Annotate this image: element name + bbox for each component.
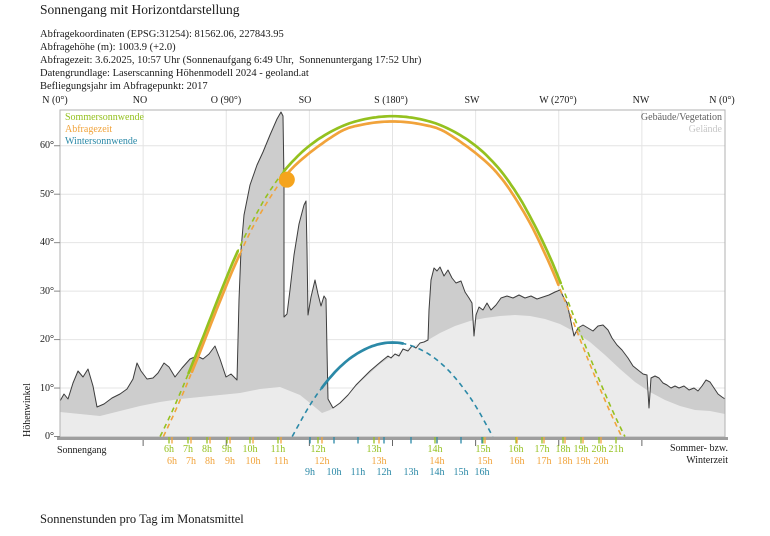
info-line-flightyear: Befliegungsjahr im Abfragepunkt: 2017 (40, 81, 208, 92)
time-axis-right-label-2: Winterzeit (686, 455, 728, 466)
y-tick-label: 10° (40, 382, 54, 394)
legend-label-gebaeude-vegetation: Gebäude/Vegetation (640, 112, 722, 123)
time-label-wintersonnwende-zeiten: 10h (326, 467, 342, 478)
time-label-sommersonnwende-zeiten: 16h (508, 444, 524, 455)
time-label-abfragezeit-zeiten: 8h (205, 455, 215, 467)
current-sun-position-marker (278, 171, 295, 188)
info-line-coordinates: Abfragekoordinaten (EPSG:31254): 81562.0… (40, 29, 284, 40)
time-label-sommersonnwende-zeiten: 18h (555, 444, 571, 455)
compass-label: NW (632, 95, 650, 106)
legend-label-wintersonnwende: Wintersonnwende (65, 136, 138, 147)
legend-label-abfragezeit: Abfragezeit (65, 124, 113, 135)
time-label-abfragezeit-zeiten: 6h (167, 455, 177, 467)
compass-label: NO (132, 95, 148, 106)
sunpath-solid-sommersonnwende (187, 249, 240, 375)
y-tick-label: 20° (40, 334, 54, 346)
time-label-wintersonnwende-zeiten: 11h (350, 467, 366, 478)
time-label-wintersonnwende-zeiten: 16h (474, 467, 490, 478)
time-label-wintersonnwende-zeiten: 13h (403, 467, 419, 478)
time-label-abfragezeit-zeiten: 20h (593, 455, 609, 467)
time-label-wintersonnwende-zeiten: 12h (376, 467, 392, 478)
time-label-wintersonnwende-zeiten: 9h (305, 467, 315, 478)
time-label-abfragezeit-zeiten: 15h (477, 455, 493, 467)
compass-label: SW (464, 95, 480, 106)
time-label-wintersonnwende-zeiten: 14h (429, 467, 445, 478)
time-label-abfragezeit-zeiten: 9h (225, 455, 235, 467)
time-label-abfragezeit-zeiten: 16h (509, 455, 525, 467)
time-label-sommersonnwende-zeiten: 20h (591, 444, 607, 455)
time-label-abfragezeit-zeiten: 11h (273, 455, 289, 467)
legend-label-sommersonnwende: Sommersonnwende (65, 112, 144, 123)
time-axis-right-label-1: Sommer- bzw. (669, 443, 728, 454)
time-axis-left-label: Sonnengang (57, 445, 107, 456)
time-label-abfragezeit-zeiten: 18h (557, 455, 573, 467)
time-label-abfragezeit-zeiten: 7h (186, 455, 196, 467)
time-label-sommersonnwende-zeiten: 19h (573, 444, 589, 455)
compass-label: W (270°) (539, 95, 577, 106)
time-label-wintersonnwende-zeiten: 15h (453, 467, 469, 478)
second-section-title: Sonnenstunden pro Tag im Monatsmittel (40, 512, 244, 526)
time-label-sommersonnwende-zeiten: 17h (534, 444, 550, 455)
time-label-abfragezeit-zeiten: 10h (245, 455, 261, 467)
legend-item-abfragezeit: Abfragezeit (65, 124, 112, 135)
sunpath-solid-wintersonnwende (320, 341, 405, 390)
time-label-abfragezeit-zeiten: 17h (536, 455, 552, 467)
info-line-height: Abfragehöhe (m): 1003.9 (+2.0) (40, 42, 176, 53)
time-label-sommersonnwende-zeiten: 6h (164, 444, 174, 455)
time-label-abfragezeit-zeiten: 19h (575, 455, 591, 467)
time-label-abfragezeit-zeiten: 12h (314, 455, 330, 467)
figure-title: Sonnengang mit Horizontdarstellung (40, 2, 240, 17)
time-label-sommersonnwende-zeiten: 14h (427, 444, 443, 455)
y-tick-label: 40° (40, 237, 54, 249)
info-line-datasource: Datengrundlage: Laserscanning Höhenmodel… (40, 68, 309, 79)
time-label-sommersonnwende-zeiten: 12h (310, 444, 326, 455)
y-tick-label: 50° (40, 188, 54, 200)
time-label-sommersonnwende-zeiten: 11h (270, 444, 286, 455)
time-label-abfragezeit-zeiten: 14h (429, 455, 445, 467)
time-label-sommersonnwende-zeiten: 8h (202, 444, 212, 455)
sunpath-solid-abfragezeit (287, 120, 560, 287)
y-tick-label: 0° (45, 431, 54, 442)
info-line-querytime: Abfragezeit: 3.6.2025, 10:57 Uhr (Sonnen… (40, 55, 422, 66)
compass-label: N (0°) (42, 95, 68, 106)
compass-label: O (90°) (210, 95, 242, 106)
time-label-sommersonnwende-zeiten: 15h (475, 444, 491, 455)
y-tick-label: 60° (40, 140, 54, 152)
legend-item-sommersonnwende: Sommersonnwende (65, 112, 144, 123)
time-label-sommersonnwende-zeiten: 10h (242, 444, 258, 455)
time-label-sommersonnwende-zeiten: 13h (366, 444, 382, 455)
time-label-sommersonnwende-zeiten: 7h (183, 444, 193, 455)
compass-label: S (180°) (374, 95, 408, 106)
y-tick-label: 30° (40, 285, 54, 297)
compass-label: N (0°) (709, 95, 735, 106)
sunpath-solid-sommersonnwende (282, 114, 563, 285)
compass-label: SO (298, 95, 312, 106)
sunpath-solid-abfragezeit (190, 253, 241, 374)
legend-item-wintersonnwende: Wintersonnwende (65, 136, 137, 147)
legend-label-gelaende: Gelände (688, 124, 722, 135)
time-label-abfragezeit-zeiten: 13h (371, 455, 387, 467)
time-label-sommersonnwende-zeiten: 9h (222, 444, 232, 455)
time-label-sommersonnwende-zeiten: 21h (608, 444, 624, 455)
